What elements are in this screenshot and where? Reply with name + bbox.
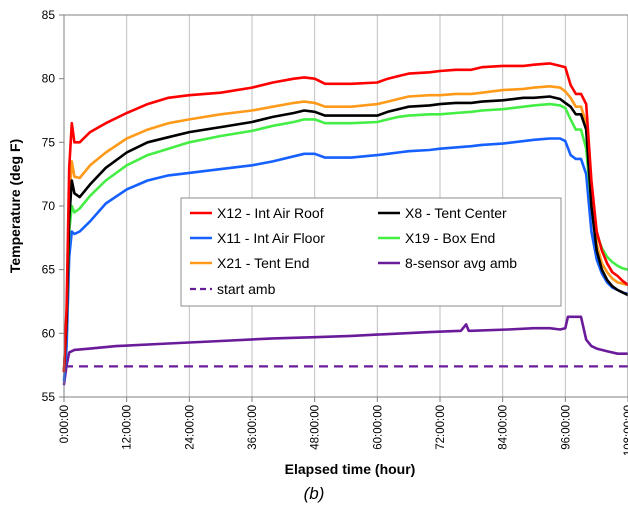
legend-label: X21 - Tent End <box>217 255 309 271</box>
x-axis-ticks: 0:00:00 12:00:00 24:00:00 36:00:00 48:00:00 6… <box>59 397 628 456</box>
legend-label: 8-sensor avg amb <box>405 255 517 271</box>
x-axis-label: Elapsed time (hour) <box>285 461 416 477</box>
x-tick-label: 72:00:00 <box>435 405 447 450</box>
x-tick-label: 96:00:00 <box>560 405 572 450</box>
legend-box <box>180 197 562 307</box>
x-tick-label: 24:00:00 <box>184 405 196 450</box>
y-axis-label: Temperature (deg F) <box>7 139 23 273</box>
y-tick-label: 75 <box>42 135 56 149</box>
legend-label: X19 - Box End <box>405 230 495 246</box>
x-tick-label: 48:00:00 <box>310 405 322 450</box>
legend-label: X11 - Int Air Floor <box>217 230 325 246</box>
x-tick-label: 12:00:00 <box>122 405 134 450</box>
y-tick-label: 70 <box>42 199 56 213</box>
series-line-1 <box>62 62 628 373</box>
figure-caption: (b) <box>303 484 325 503</box>
y-tick-label: 65 <box>42 263 56 277</box>
x-tick-label: 84:00:00 <box>498 405 510 450</box>
x-tick-label: 36:00:00 <box>247 405 259 450</box>
legend-label: X8 - Tent Center <box>405 205 507 221</box>
legend-label: start amb <box>217 281 276 297</box>
series-line-2 <box>62 95 628 373</box>
series-line-3 <box>62 137 628 382</box>
y-axis-ticks: 55 60 65 70 75 80 85 <box>42 8 64 404</box>
y-tick-label: 80 <box>42 72 56 86</box>
legend: X12 - Int Air Roof X8 - Tent Center X11 - … <box>180 197 562 307</box>
y-tick-label: 60 <box>42 326 56 340</box>
temperature-line-chart: 55 60 65 70 75 80 85 0:00:00 12:00:00 24:00:00 36… <box>7 8 628 477</box>
x-tick-label: 108:00:00 <box>623 405 628 456</box>
series-lines <box>62 62 628 386</box>
x-tick-label: 0:00:00 <box>59 405 71 443</box>
series-line-6 <box>62 315 628 386</box>
y-tick-label: 55 <box>42 390 56 404</box>
y-tick-label: 85 <box>42 8 56 22</box>
x-tick-label: 60:00:00 <box>372 405 384 450</box>
legend-label: X12 - Int Air Roof <box>217 205 324 221</box>
